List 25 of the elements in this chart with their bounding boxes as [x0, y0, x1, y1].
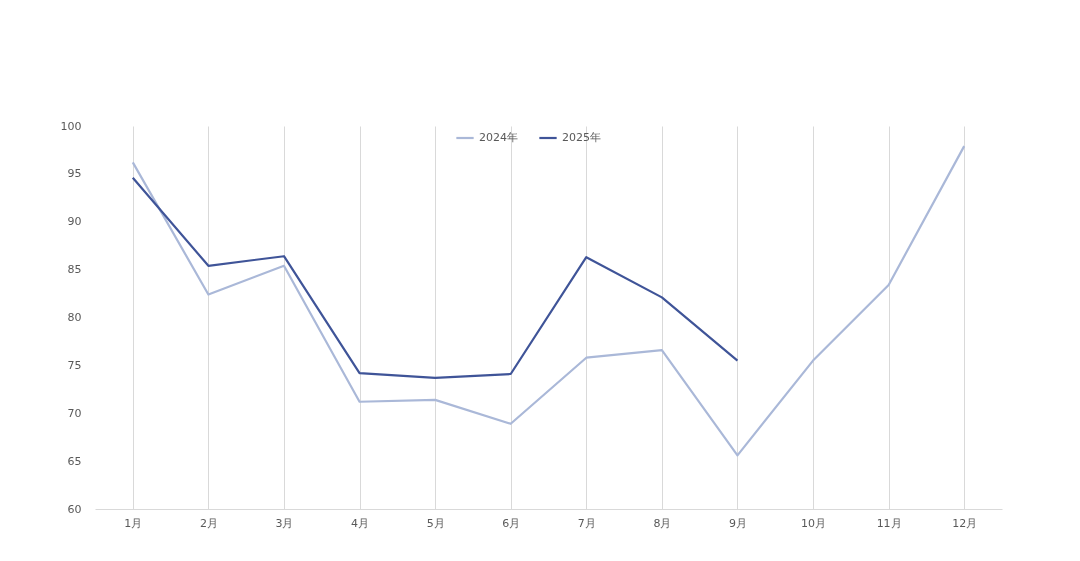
y-tick-label: 75 [67, 358, 82, 372]
y-tick-label: 100 [60, 119, 82, 133]
line-series [131, 145, 966, 457]
x-tick-label: 12月 [952, 516, 978, 530]
x-tick-label: 3月 [275, 516, 294, 530]
y-tick-label: 90 [67, 215, 82, 229]
y-tick-label: 95 [67, 167, 82, 181]
x-tick-label: 11月 [876, 516, 902, 530]
legend-label: 2025年 [562, 131, 601, 144]
y-tick-label: 60 [67, 502, 82, 516]
x-tick-label: 8月 [653, 516, 672, 530]
line-series [131, 176, 739, 379]
y-tick-label: 85 [67, 263, 82, 277]
y-tick-label: 80 [67, 311, 82, 324]
y-tick-label: 65 [67, 454, 82, 468]
legend-label: 2024年 [479, 131, 518, 144]
x-tick-label: 5月 [426, 516, 445, 530]
x-tick-label: 1月 [124, 516, 143, 530]
x-tick-label: 4月 [351, 516, 370, 530]
y-tick-label: 70 [67, 406, 82, 420]
x-tick-label: 2月 [199, 516, 218, 530]
x-tick-label: 10月 [801, 516, 827, 530]
x-tick-label: 7月 [577, 516, 596, 530]
x-tick-label: 9月 [728, 516, 747, 530]
x-tick-label: 6月 [502, 516, 521, 530]
